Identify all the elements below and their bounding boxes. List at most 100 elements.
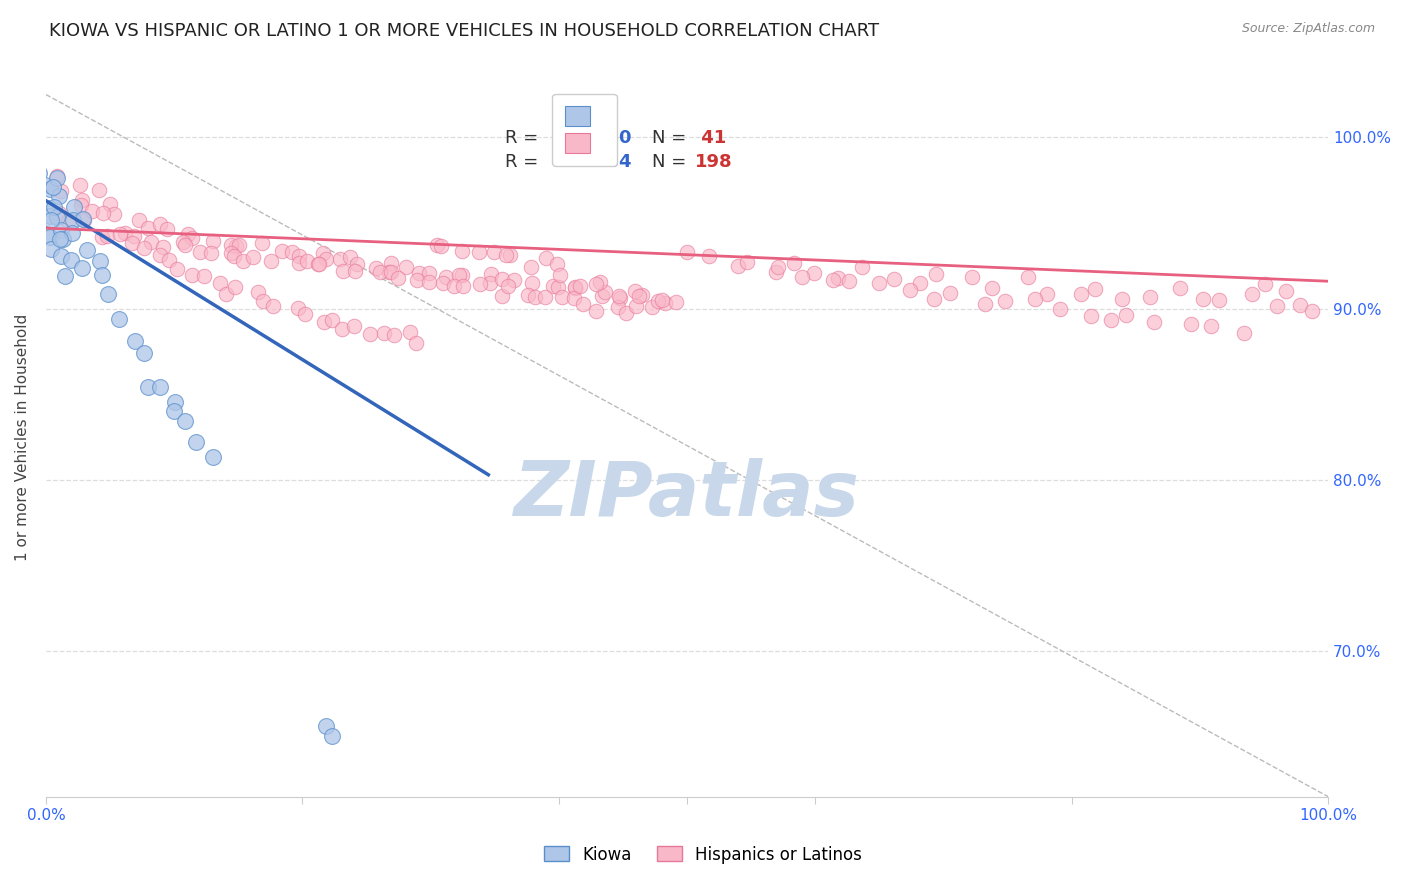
Point (42, 180, 65, 194)
Point (262, 299, 284, 313)
Point (482, 245, 505, 260)
Point (124, 228, 146, 243)
Point (922, 292, 945, 306)
Text: -0.380: -0.380 (567, 128, 631, 147)
Point (76, 243, 98, 257)
Point (308, 257, 330, 271)
Point (1115, 308, 1137, 322)
Point (624, 285, 647, 299)
Point (45, 169, 67, 183)
Point (783, 256, 806, 270)
Text: R =: R = (505, 128, 544, 147)
Point (35, 227, 58, 241)
Point (70, 198, 93, 212)
Point (63, 200, 86, 214)
Point (62, 213, 84, 227)
Point (193, 268, 215, 283)
Point (426, 238, 449, 252)
Point (551, 290, 574, 304)
Point (572, 296, 595, 310)
Point (585, 304, 607, 318)
Point (1301, 304, 1323, 318)
Text: ZIPatlas: ZIPatlas (515, 458, 860, 532)
Point (727, 259, 749, 273)
Point (523, 290, 546, 304)
Point (1191, 292, 1213, 306)
Text: N =: N = (652, 128, 692, 147)
Point (103, 207, 125, 221)
Point (152, 240, 174, 254)
Point (735, 255, 758, 269)
Point (585, 277, 607, 292)
Point (546, 257, 568, 271)
Point (39, 213, 62, 227)
Point (332, 264, 354, 278)
Point (339, 250, 361, 264)
Point (73, 212, 96, 227)
Point (665, 294, 688, 309)
Point (70, 193, 93, 207)
Point (188, 245, 211, 260)
Point (315, 252, 337, 266)
Point (1049, 301, 1071, 316)
Point (48, 188, 70, 202)
Point (330, 322, 353, 336)
Text: -0.184: -0.184 (567, 153, 631, 171)
Point (108, 312, 131, 326)
Point (149, 248, 172, 262)
Point (252, 293, 274, 308)
Y-axis label: 1 or more Vehicles in Household: 1 or more Vehicles in Household (15, 313, 30, 561)
Point (35, 201, 58, 215)
Point (97, 287, 120, 301)
Point (53, 268, 76, 283)
Point (346, 256, 368, 270)
Point (675, 245, 697, 260)
Point (89, 183, 111, 197)
Point (307, 257, 329, 271)
Point (181, 231, 204, 245)
Point (314, 315, 336, 329)
Point (134, 346, 156, 360)
Point (1241, 286, 1264, 301)
Point (1111, 292, 1133, 306)
Point (1084, 282, 1107, 296)
Point (479, 268, 502, 282)
Point (451, 279, 474, 293)
Point (1036, 286, 1059, 301)
Point (162, 404, 184, 418)
Point (479, 276, 502, 290)
Point (1201, 318, 1223, 333)
Point (90, 268, 112, 282)
Point (343, 319, 366, 334)
Point (132, 241, 155, 255)
Point (294, 307, 316, 321)
Point (654, 295, 676, 310)
Point (165, 394, 187, 409)
Point (1233, 326, 1256, 340)
Point (607, 289, 630, 303)
Point (373, 326, 395, 340)
Point (69, 178, 91, 192)
Point (28, 166, 51, 180)
Point (219, 246, 242, 260)
Point (994, 294, 1017, 309)
Point (91, 206, 114, 220)
Point (766, 260, 789, 274)
Point (1143, 315, 1166, 329)
Point (697, 249, 720, 263)
Point (974, 297, 997, 311)
Point (39, 242, 62, 256)
Point (1099, 313, 1122, 327)
Point (228, 238, 250, 252)
Point (329, 252, 352, 266)
Point (246, 285, 269, 300)
Point (121, 235, 143, 250)
Point (803, 266, 825, 280)
Point (609, 291, 631, 305)
Point (595, 285, 617, 299)
Point (224, 249, 246, 263)
Point (406, 273, 429, 287)
Point (399, 325, 422, 339)
Point (359, 327, 381, 342)
Point (48, 206, 70, 220)
